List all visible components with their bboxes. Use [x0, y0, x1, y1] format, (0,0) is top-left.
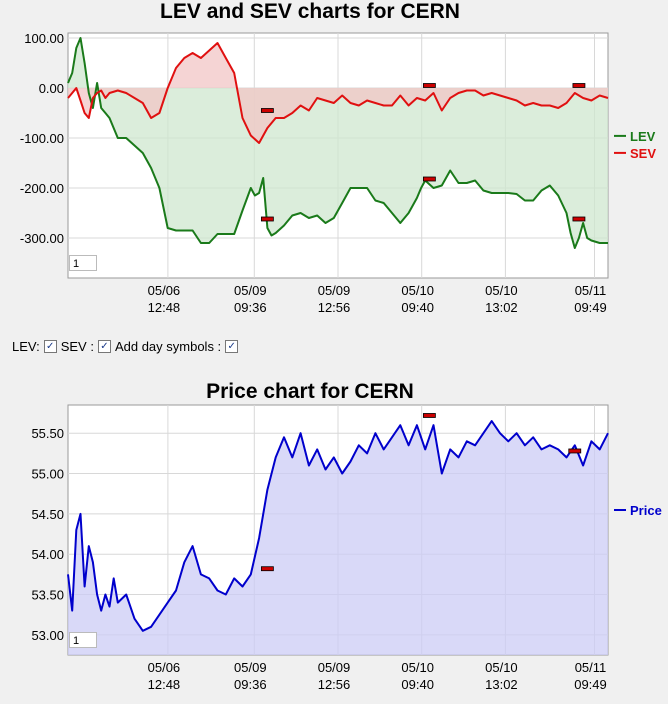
- x-tick-time: 09:36: [234, 300, 267, 315]
- x-tick-time: 13:02: [485, 300, 518, 315]
- price-y-ticks: 55.50 55.00 54.50 54.00 53.50 53.00: [31, 426, 64, 643]
- day-symbols-label: Add day symbols :: [114, 339, 222, 354]
- sev-checkbox[interactable]: ✓: [97, 340, 111, 353]
- day-marker-icon: [572, 83, 586, 88]
- day-marker-icon: [422, 176, 436, 182]
- sev-line: [67, 42, 609, 144]
- x-tick-date: 05/09: [318, 660, 351, 675]
- y-tick-label: 55.00: [31, 467, 64, 482]
- y-tick-label: 54.00: [31, 547, 64, 562]
- day-marker-icon: [568, 448, 582, 454]
- x-tick-time: 09:49: [574, 677, 607, 692]
- sev-area: [68, 43, 608, 143]
- x-tick-date: 05/06: [148, 660, 181, 675]
- x-tick-date: 05/09: [234, 660, 267, 675]
- sev-legend-label: SEV: [630, 146, 656, 161]
- lev-sev-zoom-input[interactable]: 1: [69, 255, 97, 271]
- x-tick-time: 13:02: [485, 677, 518, 692]
- day-marker-icon: [422, 83, 436, 88]
- x-tick-date: 05/11: [575, 660, 607, 675]
- chart-controls: LEV: ✓ SEV : ✓ Add day symbols : ✓: [12, 339, 242, 354]
- day-marker-icon: [422, 413, 436, 418]
- y-tick-label: -300.00: [20, 231, 64, 246]
- x-tick-time: 12:48: [148, 677, 181, 692]
- lev-sev-legend: LEV SEV: [614, 129, 656, 161]
- price-area: [68, 421, 608, 655]
- lev-sev-chart-title: LEV and SEV charts for CERN: [160, 0, 460, 23]
- y-tick-label: -200.00: [20, 181, 64, 196]
- lev-checkbox[interactable]: ✓: [43, 340, 57, 353]
- x-tick-date: 05/09: [318, 283, 351, 298]
- x-tick-time: 12:56: [318, 300, 351, 315]
- price-day-markers: [260, 413, 582, 572]
- x-tick-date: 05/06: [148, 283, 181, 298]
- y-tick-label: 100.00: [24, 31, 64, 46]
- y-tick-label: 0.00: [39, 81, 64, 96]
- price-fills: [68, 421, 608, 655]
- lev-line: [67, 37, 608, 249]
- x-tick-date: 05/10: [485, 283, 518, 298]
- lev-sev-y-ticks: 100.00 0.00 -100.00 -200.00 -300.00: [20, 31, 64, 246]
- price-chart: Price chart for CERN 55.50 55.00 54.50 54.0…: [31, 380, 661, 692]
- lev-toggle-label: LEV:: [12, 339, 40, 354]
- lev-sev-chart: LEV and SEV charts for CERN 100.00 0.00 -1…: [20, 0, 656, 315]
- x-tick-time: 12:48: [148, 300, 181, 315]
- price-legend: Price: [614, 503, 662, 518]
- y-tick-label: 53.00: [31, 628, 64, 643]
- price-chart-title: Price chart for CERN: [206, 380, 414, 403]
- price-line: [67, 420, 609, 632]
- lev-legend-label: LEV: [630, 129, 656, 144]
- y-tick-label: -100.00: [20, 131, 64, 146]
- x-tick-date: 05/10: [401, 283, 434, 298]
- lev-sev-lines: [67, 37, 609, 249]
- lev-sev-x-ticks: 05/06 12:48 05/09 09:36 05/09 12:56 05/10 09:40…: [148, 283, 607, 315]
- price-lines: [67, 420, 609, 632]
- day-marker-icon: [260, 216, 274, 222]
- price-x-ticks: 05/06 12:48 05/09 09:36 05/09 12:56 05/10 09:40…: [148, 660, 607, 692]
- day-symbols-checkbox[interactable]: ✓: [225, 340, 239, 353]
- day-marker-icon: [260, 108, 274, 113]
- x-tick-time: 09:40: [401, 677, 434, 692]
- x-tick-date: 05/09: [234, 283, 267, 298]
- y-tick-label: 54.50: [31, 507, 64, 522]
- y-tick-label: 53.50: [31, 588, 64, 603]
- x-tick-time: 09:36: [234, 677, 267, 692]
- sev-toggle-label: SEV :: [60, 339, 94, 354]
- x-tick-date: 05/11: [575, 283, 607, 298]
- day-marker-icon: [260, 566, 274, 572]
- x-tick-date: 05/10: [401, 660, 434, 675]
- lev-sev-day-markers: [260, 83, 586, 222]
- x-tick-time: 09:40: [401, 300, 434, 315]
- x-tick-time: 12:56: [318, 677, 351, 692]
- day-marker-icon: [572, 216, 586, 222]
- x-tick-date: 05/10: [485, 660, 518, 675]
- price-legend-label: Price: [630, 503, 662, 518]
- price-zoom-input[interactable]: 1: [69, 632, 97, 648]
- y-tick-label: 55.50: [31, 426, 64, 441]
- x-tick-time: 09:49: [574, 300, 607, 315]
